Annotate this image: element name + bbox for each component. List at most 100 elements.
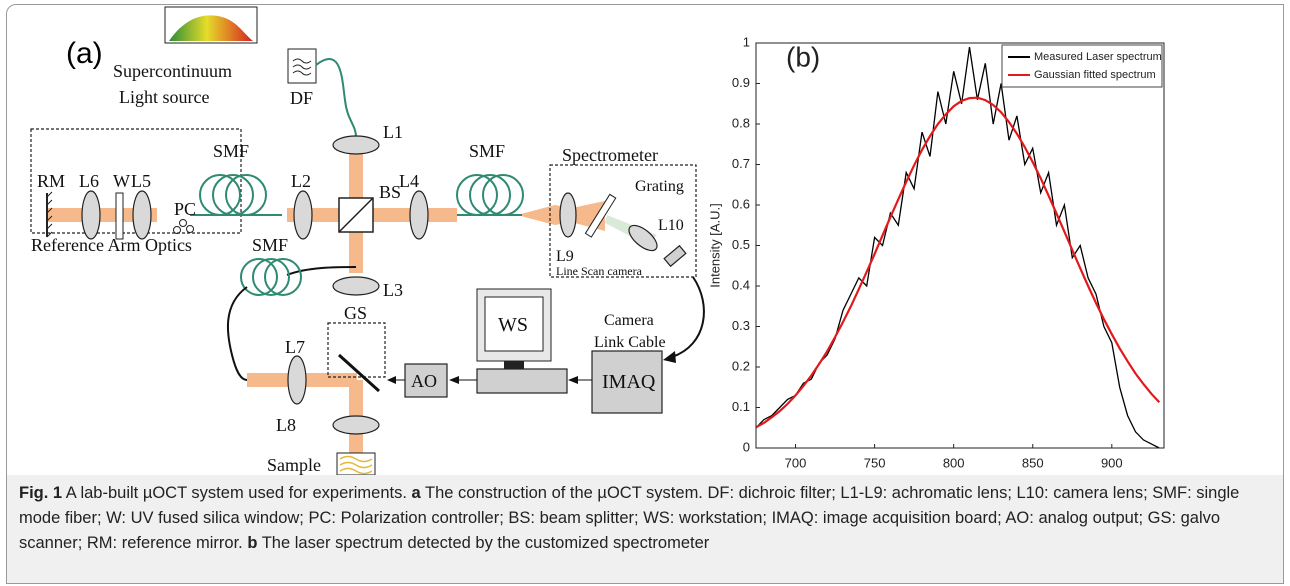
lens bbox=[409, 190, 429, 240]
camera bbox=[663, 244, 687, 268]
fiber bbox=[286, 266, 357, 276]
series-line bbox=[755, 96, 1161, 429]
y-tick-label: 0.3 bbox=[732, 318, 750, 333]
screen bbox=[484, 296, 544, 352]
plot-area bbox=[756, 43, 1164, 448]
label: Line Scan camera bbox=[556, 264, 643, 278]
label: Spectrometer bbox=[562, 145, 658, 165]
fiber-coil bbox=[264, 258, 302, 296]
caption-text: The laser spectrum detected by the custo… bbox=[257, 534, 710, 552]
y-tick-label: 0.9 bbox=[732, 75, 750, 90]
axes-box bbox=[755, 42, 1165, 449]
label: AO bbox=[411, 371, 437, 391]
fiber-coil bbox=[252, 258, 290, 296]
x-tick-label: 800 bbox=[943, 455, 965, 470]
label: L10 bbox=[658, 217, 684, 234]
fiber-coil bbox=[225, 174, 267, 216]
fiber bbox=[226, 286, 248, 381]
label: L7 bbox=[285, 337, 305, 357]
computer bbox=[476, 368, 568, 394]
grating bbox=[584, 193, 617, 238]
label: GS bbox=[344, 303, 367, 323]
lens bbox=[287, 355, 307, 405]
spectrum-icon bbox=[169, 15, 253, 41]
legend-label: Gaussian fitted spectrum bbox=[1034, 69, 1156, 81]
arrowhead bbox=[387, 376, 396, 384]
imaq-box bbox=[591, 350, 663, 414]
label: W bbox=[113, 171, 130, 191]
panel-label: (a) bbox=[66, 37, 103, 70]
arrowhead bbox=[568, 376, 578, 384]
beam-splitter bbox=[338, 197, 374, 233]
label: Grating bbox=[635, 178, 684, 195]
label: L3 bbox=[383, 280, 403, 300]
y-tick-label: 0 bbox=[743, 439, 750, 454]
lens bbox=[332, 415, 380, 435]
legend-label: Measured Laser spectrum bbox=[1034, 51, 1162, 63]
label: WS bbox=[498, 314, 528, 336]
label: Sample bbox=[267, 455, 321, 475]
label: L6 bbox=[79, 171, 99, 191]
pc-icon bbox=[179, 219, 187, 227]
pc-icon bbox=[186, 225, 194, 233]
label: PC bbox=[174, 199, 196, 219]
ref-arm-box bbox=[30, 128, 242, 234]
caption-text: A lab-built µOCT system used for experim… bbox=[62, 484, 412, 502]
x-tick-label: 850 bbox=[1022, 455, 1044, 470]
label: L5 bbox=[131, 171, 151, 191]
sample-box bbox=[336, 452, 376, 475]
fiber-coil bbox=[199, 174, 241, 216]
spectrum-chart: 0 0.1 0.2 0.3 0.4 0.5 0.6 0.7 0.8 0.9 1 700 750 800 85… bbox=[707, 34, 1165, 475]
x-tick-label: 700 bbox=[785, 455, 807, 470]
beam bbox=[517, 205, 567, 225]
label: Link Cable bbox=[594, 334, 666, 351]
lens bbox=[332, 276, 380, 296]
y-tick-label: 0.6 bbox=[732, 196, 750, 211]
label: SMF bbox=[469, 141, 505, 161]
mirror-hatch bbox=[46, 191, 53, 238]
y-tick-label: 0.8 bbox=[732, 115, 750, 130]
figure: (a) Supercontinuum Light source DF L1 RM… bbox=[6, 4, 1284, 584]
y-tick-label: 0.7 bbox=[732, 156, 750, 171]
fiber-coil bbox=[212, 174, 254, 216]
spectrometer-box bbox=[549, 164, 697, 278]
label: SMF bbox=[252, 235, 288, 255]
label: L9 bbox=[556, 248, 574, 265]
lens bbox=[559, 192, 577, 238]
diagram: (a) Supercontinuum Light source DF L1 RM… bbox=[30, 6, 705, 475]
cable bbox=[671, 276, 705, 358]
window bbox=[115, 192, 124, 240]
panel-label: (b) bbox=[786, 41, 820, 72]
caption-panel: b bbox=[247, 534, 258, 552]
label: SMF bbox=[213, 141, 249, 161]
gs-box bbox=[327, 322, 386, 378]
filter-icon bbox=[292, 58, 312, 76]
legend-box bbox=[1001, 44, 1163, 88]
caption-panel: a bbox=[411, 484, 421, 502]
y-tick-label: 0.2 bbox=[732, 358, 750, 373]
label: IMAQ bbox=[602, 371, 656, 393]
label: DF bbox=[290, 88, 313, 108]
arrowhead bbox=[663, 351, 676, 363]
y-axis-label: Intensity [A.U.] bbox=[707, 203, 722, 288]
label: BS bbox=[379, 182, 401, 202]
lens bbox=[132, 190, 152, 240]
label: Supercontinuum bbox=[113, 61, 232, 81]
lens bbox=[293, 190, 313, 240]
label: L2 bbox=[291, 171, 311, 191]
stand bbox=[504, 361, 524, 369]
figure-art: (a) Supercontinuum Light source DF L1 RM… bbox=[30, 6, 1165, 475]
fiber-coil bbox=[482, 174, 524, 216]
label: RM bbox=[37, 171, 65, 191]
caption-text: The construction of the µOCT system. DF:… bbox=[19, 484, 1240, 552]
y-tick-label: 0.5 bbox=[732, 237, 750, 252]
label: L4 bbox=[399, 171, 419, 191]
arrowhead bbox=[449, 376, 459, 384]
df-box bbox=[287, 48, 317, 84]
label: L1 bbox=[383, 122, 403, 142]
label: Reference Arm Optics bbox=[31, 235, 192, 255]
label: L8 bbox=[276, 415, 296, 435]
pc-icon bbox=[173, 226, 181, 234]
lens bbox=[81, 190, 101, 240]
fiber bbox=[315, 58, 357, 138]
